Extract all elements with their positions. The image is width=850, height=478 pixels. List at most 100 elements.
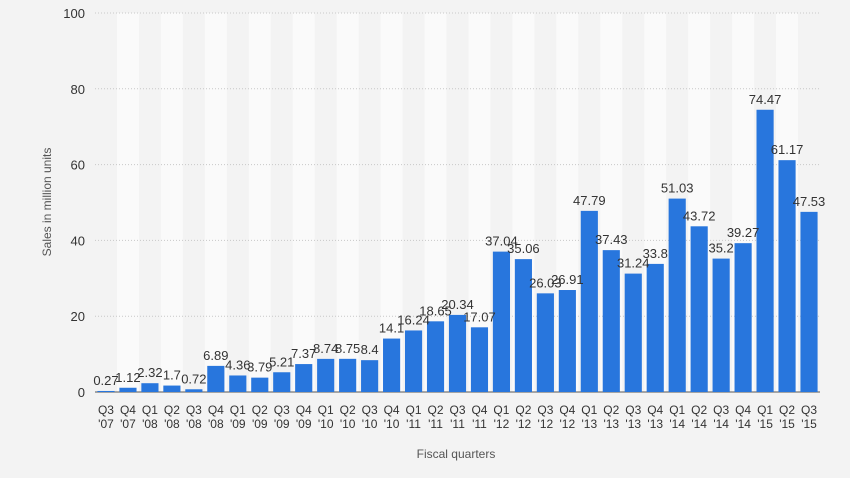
column-band [116, 13, 139, 392]
x-tick-year: '09 [230, 417, 246, 431]
bar [163, 385, 181, 392]
x-tick-label: Q2'14 [691, 403, 707, 431]
x-tick-year: '13 [581, 417, 597, 431]
x-tick-year: '08 [208, 417, 224, 431]
x-tick-label: Q2'11 [428, 403, 444, 431]
x-tick-label: Q1'08 [142, 403, 158, 431]
bar [800, 211, 818, 392]
data-label: 8.74 [313, 341, 338, 356]
x-tick-quarter: Q1 [669, 403, 685, 417]
x-tick-label: Q1'12 [493, 403, 509, 431]
x-tick-quarter: Q1 [757, 403, 773, 417]
x-tick-quarter: Q3 [801, 403, 817, 417]
data-label: 39.27 [727, 225, 760, 240]
bar [273, 372, 291, 392]
x-tick-quarter: Q3 [449, 403, 465, 417]
x-tick-quarter: Q1 [493, 403, 509, 417]
x-tick-label: Q4'10 [384, 403, 400, 431]
x-tick-year: '10 [340, 417, 356, 431]
x-axis-title: Fiscal quarters [417, 447, 496, 461]
column-band [204, 13, 227, 392]
bar [295, 364, 313, 392]
x-tick-year: '11 [406, 417, 421, 431]
column-band [160, 13, 183, 392]
bar [119, 387, 137, 392]
x-tick-year: '15 [801, 417, 817, 431]
bar [185, 389, 203, 392]
x-tick-year: '13 [647, 417, 663, 431]
data-label: 37.43 [595, 232, 628, 247]
y-tick-label: 0 [78, 385, 85, 400]
data-label: 5.21 [269, 354, 294, 369]
bar [207, 365, 225, 392]
x-tick-label: Q3'07 [98, 403, 114, 431]
bar [580, 210, 598, 392]
bar [339, 358, 357, 392]
data-label: 47.53 [793, 194, 826, 209]
x-tick-label: Q4'14 [735, 403, 751, 431]
data-label: 31.24 [617, 256, 650, 271]
bar [383, 338, 401, 392]
x-tick-year: '14 [735, 417, 751, 431]
data-label: 61.17 [771, 142, 804, 157]
x-tick-quarter: Q1 [406, 403, 422, 417]
x-tick-label: Q2'12 [515, 403, 531, 431]
x-tick-year: '08 [164, 417, 180, 431]
x-tick-quarter: Q2 [603, 403, 619, 417]
x-tick-year: '12 [560, 417, 576, 431]
x-tick-quarter: Q2 [515, 403, 531, 417]
bar [646, 263, 664, 392]
x-axis-ticks: Q3'07Q4'07Q1'08Q2'08Q3'08Q4'08Q1'09Q2'09… [98, 403, 817, 431]
data-label: 1.12 [115, 370, 140, 385]
bar [470, 327, 489, 392]
y-tick-label: 40 [71, 233, 85, 248]
bar [404, 330, 423, 392]
data-label: 4.36 [225, 357, 250, 372]
x-tick-quarter: Q4 [647, 403, 663, 417]
data-label: 26.03 [529, 275, 562, 290]
x-tick-quarter: Q4 [735, 403, 751, 417]
data-label: 35.2 [708, 241, 733, 256]
y-tick-label: 100 [63, 6, 85, 21]
x-tick-label: Q3'08 [186, 403, 202, 431]
data-label: 17.07 [463, 309, 496, 324]
bar [361, 360, 379, 392]
x-tick-label: Q1'09 [230, 403, 246, 431]
bars [97, 109, 818, 392]
data-label: 26.91 [551, 272, 584, 287]
x-tick-quarter: Q2 [691, 403, 707, 417]
x-tick-label: Q3'10 [362, 403, 378, 431]
x-tick-year: '10 [318, 417, 334, 431]
x-tick-label: Q3'15 [801, 403, 817, 431]
x-tick-label: Q4'13 [647, 403, 663, 431]
x-tick-label: Q3'13 [625, 403, 641, 431]
x-tick-year: '09 [274, 417, 290, 431]
bar [536, 293, 554, 392]
x-tick-label: Q4'09 [296, 403, 312, 431]
data-label: 20.34 [441, 297, 474, 312]
data-label: 51.03 [661, 181, 694, 196]
bar [690, 226, 708, 392]
x-tick-label: Q3'09 [274, 403, 290, 431]
x-tick-year: '15 [779, 417, 795, 431]
data-labels: 0.271.122.32 1.7 0.726.894.363.795.217.378… [93, 92, 825, 388]
bar [448, 314, 467, 392]
x-tick-quarter: Q1 [142, 403, 158, 417]
data-label: 33.8 [643, 246, 668, 261]
x-tick-label: Q1'14 [669, 403, 685, 431]
x-tick-quarter: Q2 [340, 403, 356, 417]
x-tick-quarter: Q4 [384, 403, 400, 417]
bar [558, 290, 576, 392]
x-tick-quarter: Q3 [362, 403, 378, 417]
data-label: 16.24 [397, 312, 430, 327]
x-tick-year: '09 [296, 417, 312, 431]
x-tick-year: '07 [98, 417, 114, 431]
x-tick-year: '12 [538, 417, 554, 431]
x-tick-year: '10 [362, 417, 378, 431]
data-label: 3.79 [247, 360, 272, 375]
x-tick-quarter: Q2 [252, 403, 268, 417]
x-tick-label: Q3'14 [713, 403, 729, 431]
x-tick-label: Q2'15 [779, 403, 795, 431]
data-label: 74.47 [749, 92, 782, 107]
